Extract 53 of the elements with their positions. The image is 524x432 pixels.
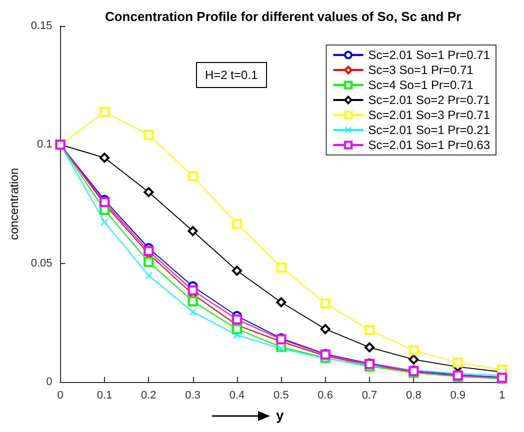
- x-tick-label: 0.3: [185, 390, 200, 402]
- y-tick-label: 0.05: [30, 257, 52, 270]
- point: [188, 296, 198, 306]
- x-tick-label: 0.7: [362, 390, 378, 402]
- point: [188, 285, 198, 296]
- point: [276, 262, 286, 272]
- legend-label: Sc=2.01 So=1 Pr=0.63: [368, 138, 490, 152]
- y-axis-title: concentration: [7, 168, 21, 240]
- point: [188, 226, 198, 236]
- point: [145, 272, 152, 279]
- x-tick-label: 0.8: [406, 390, 422, 402]
- legend-label: Sc=2.01 So=3 Pr=0.71: [368, 108, 490, 122]
- point: [364, 342, 374, 352]
- point: [232, 266, 242, 276]
- x-tick-label: 0.9: [450, 390, 466, 402]
- point: [232, 324, 242, 334]
- x-tick-label: 0.1: [96, 390, 112, 402]
- point: [408, 354, 419, 364]
- x-tick-label: 0: [57, 390, 64, 402]
- point: [320, 324, 330, 334]
- point: [408, 345, 419, 356]
- x-tick-label: 0.6: [318, 390, 333, 402]
- y-tick-label: 0.15: [30, 20, 52, 32]
- point: [452, 358, 463, 368]
- chart-title: Concentration Profile for different values of So, Sc and Pr: [104, 9, 462, 24]
- point: [364, 325, 374, 336]
- x-tick-label: 0.5: [274, 390, 289, 402]
- legend-label: Sc=4 So=1 Pr=0.71: [368, 78, 474, 92]
- x-tick-label: 1: [498, 390, 506, 402]
- point: [232, 314, 242, 324]
- point: [320, 298, 330, 308]
- point: [189, 308, 196, 316]
- annotation: H=2 t=0.1: [196, 62, 267, 88]
- point: [100, 218, 108, 226]
- point: [144, 187, 154, 198]
- legend-label: Sc=2.01 So=1 Pr=0.71: [368, 48, 490, 62]
- point: [278, 345, 285, 352]
- x-tick-label: 0.2: [141, 390, 156, 402]
- point: [276, 297, 286, 308]
- point: [144, 256, 154, 267]
- legend-label: Sc=2.01 So=2 Pr=0.71: [368, 93, 490, 107]
- point: [233, 332, 240, 339]
- legend-label: Sc=2.01 So=1 Pr=0.21: [368, 123, 490, 137]
- legend-label: Sc=3 So=1 Pr=0.71: [368, 63, 474, 77]
- point: [144, 130, 154, 140]
- x-tick-label: 0.4: [229, 390, 245, 402]
- point: [99, 106, 110, 117]
- x-axis-title: y: [276, 407, 284, 423]
- y-tick-label: 0.1: [37, 138, 52, 151]
- y-tick-label: 0: [46, 376, 52, 388]
- point: [188, 171, 198, 182]
- point: [232, 218, 242, 229]
- point: [99, 152, 110, 163]
